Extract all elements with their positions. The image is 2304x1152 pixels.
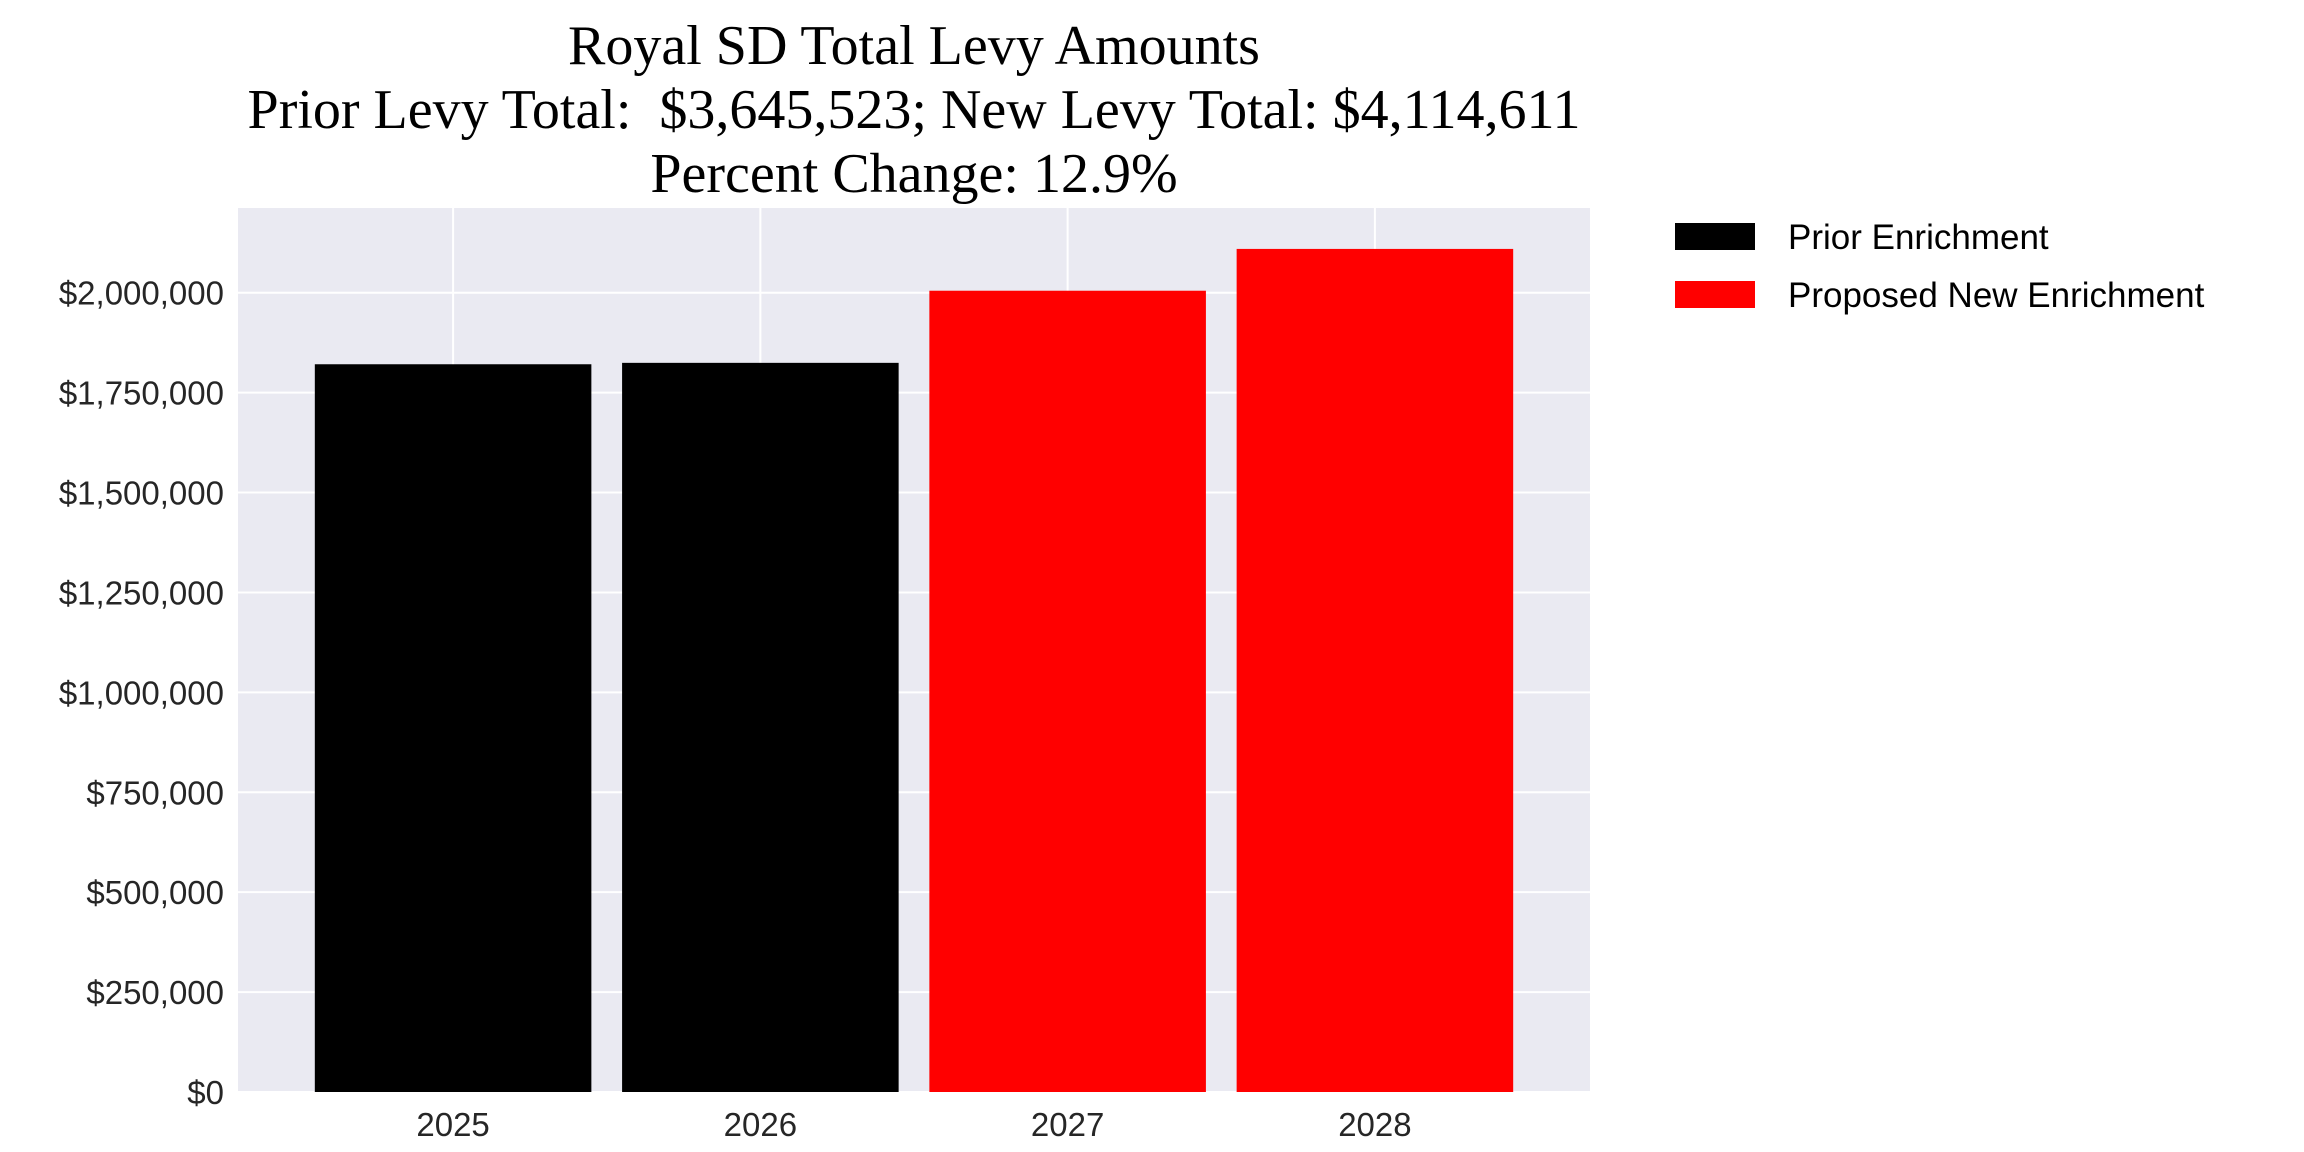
- bar-2025: [314, 364, 592, 1093]
- bar-2026: [622, 362, 899, 1092]
- y-tick-label: $0: [187, 1074, 224, 1111]
- y-tick-label: $1,750,000: [59, 375, 224, 412]
- y-tick-label: $250,000: [86, 974, 224, 1011]
- legend-label-proposed: Proposed New Enrichment: [1788, 276, 2205, 315]
- y-tick-label: $750,000: [86, 774, 224, 811]
- x-tick-label: 2027: [1031, 1106, 1104, 1143]
- y-tick-label: $1,250,000: [59, 574, 224, 611]
- y-tick-label: $1,500,000: [59, 475, 224, 512]
- bar-2028: [1236, 248, 1514, 1092]
- legend: Prior Enrichment Proposed New Enrichment: [1675, 218, 2205, 315]
- y-tick-label: $2,000,000: [59, 275, 224, 312]
- bar-2027: [929, 290, 1206, 1093]
- x-axis-ticks: 2025 2026 2027 2028: [416, 1106, 1411, 1143]
- legend-swatch-prior: [1675, 223, 1755, 250]
- y-tick-label: $500,000: [86, 874, 224, 911]
- bars: [314, 248, 1514, 1093]
- legend-swatch-proposed: [1675, 281, 1755, 308]
- x-tick-label: 2026: [724, 1106, 797, 1143]
- chart-subtitle-totals: Prior Levy Total: $3,645,523; New Levy T…: [248, 79, 1581, 141]
- y-axis-ticks: $0 $250,000 $500,000 $750,000 $1,000,000 $1,2…: [59, 275, 224, 1111]
- y-tick-label: $1,000,000: [59, 674, 224, 711]
- x-tick-label: 2028: [1338, 1106, 1411, 1143]
- x-tick-label: 2025: [416, 1106, 489, 1143]
- chart-subtitle-percent: Percent Change: 12.9%: [650, 143, 1177, 205]
- legend-label-prior: Prior Enrichment: [1788, 218, 2049, 257]
- chart-title: Royal SD Total Levy Amounts: [568, 15, 1260, 77]
